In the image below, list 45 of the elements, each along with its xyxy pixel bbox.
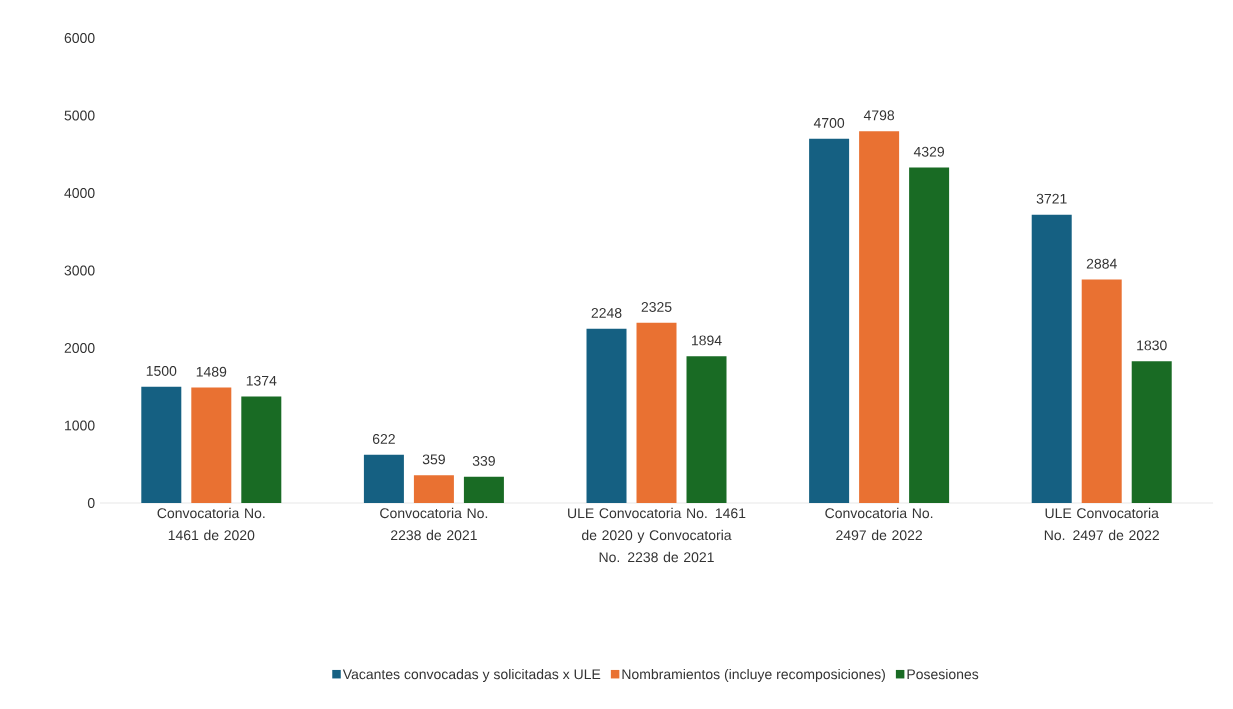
data-label: 1830: [1137, 340, 1167, 351]
bar: [413, 475, 454, 503]
bar: [363, 454, 404, 503]
bar: [191, 387, 232, 503]
data-label: 1374: [246, 375, 277, 386]
bar: [463, 476, 504, 503]
data-label: 1489: [196, 366, 227, 377]
data-label: 359: [422, 454, 445, 465]
y-tick-label: 1000: [65, 420, 95, 431]
y-tick-label: 5000: [64, 110, 95, 121]
data-label: 339: [472, 455, 495, 466]
bar: [809, 138, 850, 503]
bar: [1131, 361, 1172, 503]
data-label: 4329: [913, 146, 945, 157]
y-tick-label: 2000: [64, 343, 95, 353]
y-tick-label: 3000: [64, 265, 95, 276]
bar: [1031, 214, 1072, 503]
bar: [586, 328, 627, 503]
data-label: 4700: [813, 117, 845, 128]
bar: [241, 396, 282, 503]
x-tick-label: ULE Convocatoria No. 1461 de 2020 y Convocatoria No. 2238 de 2021: [568, 507, 746, 563]
bar: [686, 356, 727, 503]
data-label: 1894: [692, 335, 722, 346]
legend-label: Posesiones: [907, 668, 979, 680]
x-tick-label: Convocatoria No. 2238 de 2021: [380, 507, 488, 541]
data-label: 2884: [1086, 258, 1117, 269]
y-tick-label: 6000: [64, 33, 95, 43]
legend-label: Vacantes convocadas y solicitadas x ULE: [342, 668, 601, 682]
data-label: 622: [372, 434, 395, 444]
x-tick-label: Convocatoria No. 2497 de 2022: [825, 507, 933, 541]
y-tick-label: 0: [87, 498, 95, 508]
x-tick-label: ULE Convocatoria No. 2497 de 2022: [1044, 507, 1159, 541]
x-tick-label: Convocatoria No. 1461 de 2020: [157, 507, 265, 541]
data-label: 2248: [591, 308, 622, 318]
bar: [141, 386, 182, 503]
data-label: 2325: [641, 302, 672, 312]
y-tick-label: 4000: [64, 188, 95, 198]
legend-label: Nombramientos (incluye recomposiciones): [622, 668, 885, 682]
data-label: 4798: [863, 110, 895, 121]
bar: [909, 167, 950, 503]
bar: [636, 322, 677, 503]
bar: [859, 131, 900, 503]
data-label: 1500: [146, 365, 177, 376]
bar: [1081, 279, 1122, 503]
data-label: 3721: [1036, 193, 1067, 204]
